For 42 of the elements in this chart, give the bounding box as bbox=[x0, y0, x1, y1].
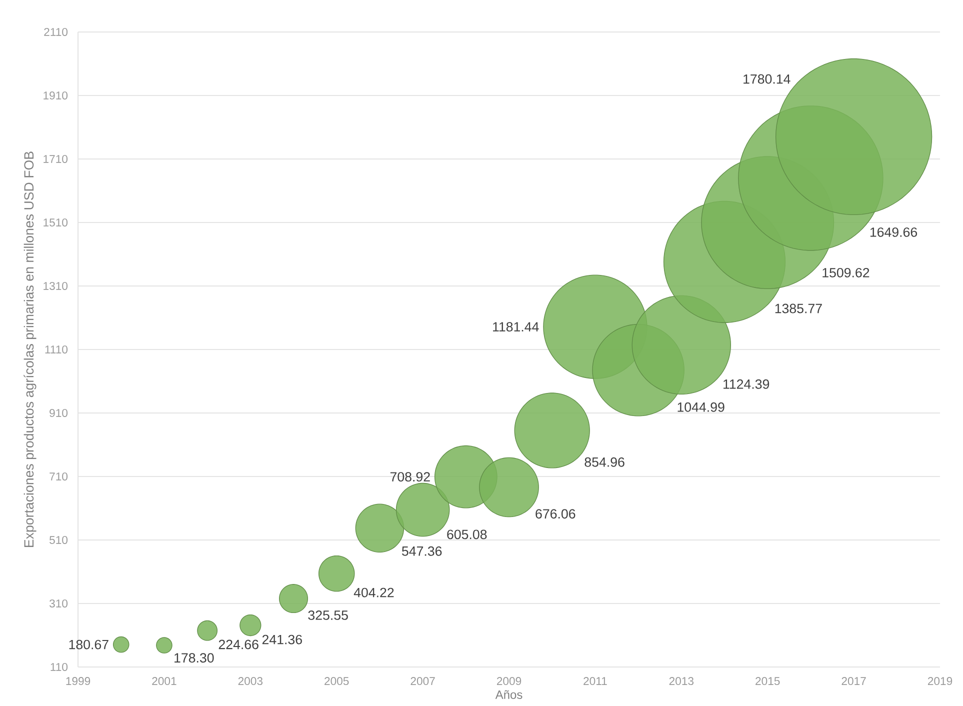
x-axis-title: Años bbox=[495, 690, 522, 699]
data-label: 1385.77 bbox=[775, 304, 822, 314]
x-tick-label: 2007 bbox=[410, 677, 435, 686]
x-tick-label: 2005 bbox=[324, 677, 349, 686]
x-tick-label: 2011 bbox=[584, 677, 607, 686]
x-tick-label: 1999 bbox=[66, 677, 90, 686]
data-label: 178.30 bbox=[174, 653, 214, 663]
x-tick-label: 2017 bbox=[842, 677, 866, 686]
y-tick-label: 1710 bbox=[44, 154, 68, 163]
y-tick-label: 310 bbox=[49, 599, 68, 608]
x-tick-label: 2009 bbox=[496, 677, 522, 686]
y-tick-label: 2110 bbox=[44, 28, 68, 36]
data-label: 325.55 bbox=[308, 610, 348, 620]
data-label: 1124.39 bbox=[724, 379, 770, 389]
data-label: 1649.66 bbox=[870, 227, 918, 237]
y-tick-label: 1110 bbox=[45, 345, 68, 354]
data-label: 1780.14 bbox=[744, 74, 790, 84]
data-label: 1509.62 bbox=[822, 268, 870, 278]
x-tick-label: 2015 bbox=[756, 677, 780, 686]
data-label: 404.22 bbox=[354, 588, 394, 598]
y-tick-label: 510 bbox=[50, 536, 68, 544]
y-axis-title: Exportaciones productos agrícolas primarias en millones USD FOB bbox=[24, 152, 36, 547]
data-label: 180.67 bbox=[69, 640, 108, 650]
y-tick-label: 1510 bbox=[44, 218, 68, 226]
data-label: 547.36 bbox=[402, 546, 442, 556]
y-tick-label: 1910 bbox=[44, 91, 68, 100]
x-tick-label: 2003 bbox=[238, 677, 263, 686]
y-tick-label: 1310 bbox=[44, 282, 68, 290]
data-label: 224.66 bbox=[218, 640, 258, 650]
data-label: 1181.44 bbox=[493, 322, 539, 332]
data-label: 241.36 bbox=[262, 634, 302, 644]
data-label: 708.92 bbox=[390, 472, 430, 482]
data-label: 605.08 bbox=[447, 530, 487, 540]
data-label: 854.96 bbox=[584, 457, 624, 467]
data-label: 1044.99 bbox=[678, 402, 724, 412]
x-tick-label: 2013 bbox=[669, 677, 694, 686]
x-tick-label: 2019 bbox=[928, 677, 952, 686]
x-tick-label: 2001 bbox=[152, 677, 176, 686]
data-label: 676.06 bbox=[536, 509, 576, 519]
y-tick-label: 110 bbox=[50, 662, 68, 671]
y-tick-label: 910 bbox=[50, 408, 68, 417]
y-tick-label: 710 bbox=[50, 472, 68, 480]
